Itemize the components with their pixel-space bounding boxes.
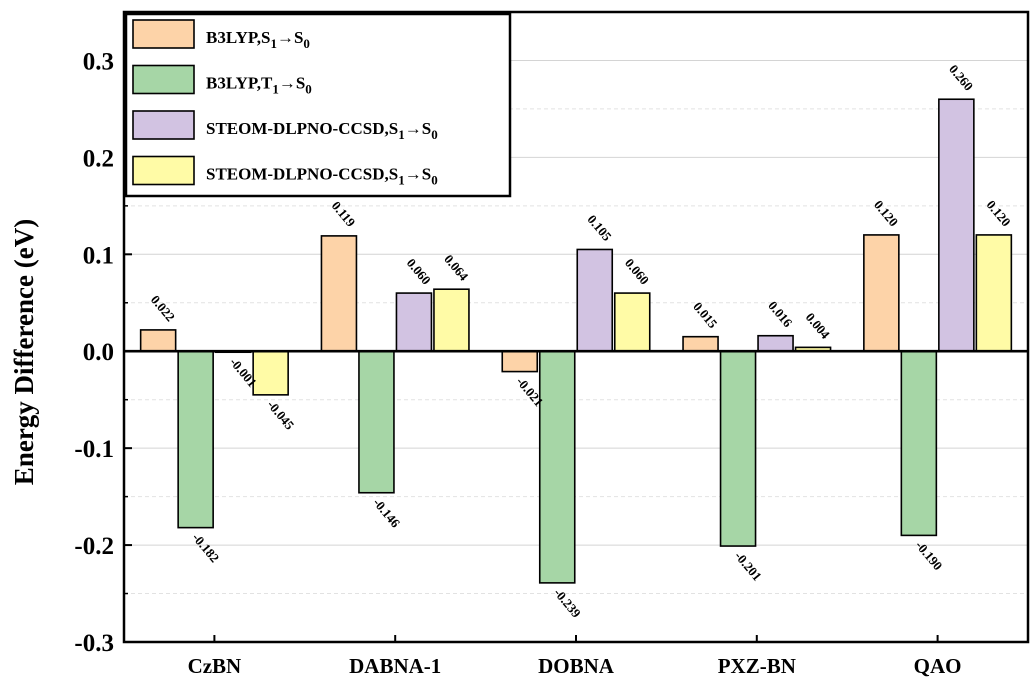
data-label: 0.105 [584,212,615,244]
y-tick-label: -0.2 [74,533,114,560]
y-tick-label: 0.1 [83,242,114,269]
data-label: 0.064 [441,251,472,283]
bar [538,350,576,584]
bar [938,98,975,353]
bar [320,235,358,353]
data-label: -0.045 [264,397,297,433]
y-axis-label: Energy Difference (eV) [9,219,39,485]
legend-label: STEOM-DLPNO-CCSD,S1→S0 [206,119,438,142]
bars [139,98,1013,584]
legend-entry: STEOM-DLPNO-CCSD,S1→S0 [132,155,438,188]
y-tick-label: 0.2 [83,145,114,172]
data-label: -0.190 [913,538,946,573]
bar [900,350,938,537]
x-tick-label: CzBN [188,654,242,678]
bar [139,329,177,353]
data-label: 0.015 [690,299,721,331]
x-tick-label: DABNA-1 [349,654,441,678]
legend-swatch [132,19,195,49]
bar [682,335,719,353]
data-label: 0.120 [984,197,1014,229]
x-tick-label: QAO [914,654,962,678]
legend-label: STEOM-DLPNO-CCSD,S1→S0 [206,165,438,188]
legend-label: B3LYP,T1→S0 [206,74,312,97]
legend-entry: B3LYP,T1→S0 [132,64,312,97]
axes: CzBN DABNA-1 DOBNA PXZ-BN QAO -0.3 -0.2 -0.1 0.0… [74,10,1030,678]
data-label: 0.060 [622,255,652,287]
bar [975,234,1013,353]
y-tick-label: 0.3 [83,48,114,75]
legend-entry: STEOM-DLPNO-CCSD,S1→S0 [132,110,438,142]
data-label: 0.060 [404,255,434,287]
data-label: 0.004 [803,310,834,342]
data-label: -0.146 [370,495,403,531]
data-label: -0.239 [551,585,584,621]
legend-label: B3LYP,S1→S0 [206,28,310,51]
bar [395,292,433,353]
legend-swatch [132,64,195,95]
y-tick-label: -0.3 [74,630,114,657]
y-tick-label: 0.0 [83,339,114,366]
legend-swatch [132,155,195,186]
bar [719,350,757,547]
legend: B3LYP,S1→S0 B3LYP,T1→S0 STEOM-DLPNO-CCSD,S… [124,12,512,198]
data-label: 0.022 [148,292,178,324]
bar [863,234,900,353]
bar [613,292,651,353]
data-label: 0.119 [329,198,359,230]
bar [757,334,794,353]
y-tick-label: -0.1 [74,436,114,463]
data-label: 0.260 [946,62,976,94]
bar [252,350,289,396]
bar [501,350,539,373]
data-label: -0.201 [732,548,765,583]
data-label: -0.182 [189,530,222,565]
bar [433,288,470,353]
data-label: 0.120 [871,197,901,229]
bar [576,248,614,353]
legend-swatch [132,110,195,140]
x-tick-label: DOBNA [538,654,615,678]
bar [358,350,395,494]
bar [177,350,214,529]
x-tick-label: PXZ-BN [718,654,796,678]
plot-frame [122,10,1030,644]
legend-entry: B3LYP,S1→S0 [132,19,310,51]
